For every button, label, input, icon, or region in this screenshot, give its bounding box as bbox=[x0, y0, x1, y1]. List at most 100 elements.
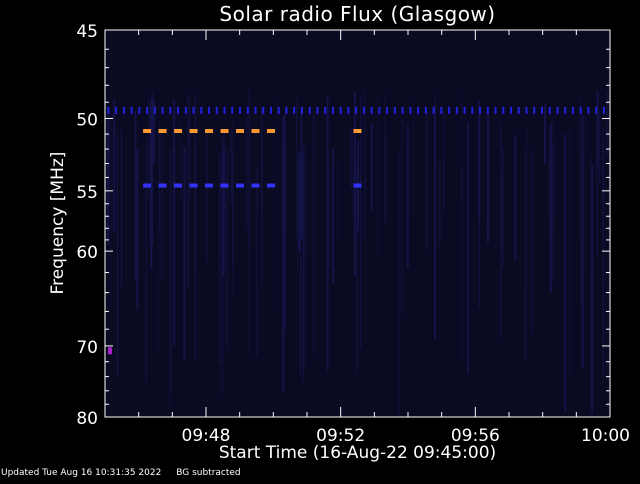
persistent-line-segment bbox=[440, 106, 443, 114]
footer: Updated Tue Aug 16 10:31:35 2022 BG subt… bbox=[1, 468, 253, 478]
x-axis-label: Start Time (16-Aug-22 09:45:00) bbox=[218, 443, 497, 463]
persistent-line-segment bbox=[308, 106, 311, 114]
bg-note: BG subtracted bbox=[176, 468, 241, 478]
persistent-line-segment bbox=[448, 106, 451, 114]
persistent-line-segment bbox=[502, 106, 505, 114]
persistent-line-segment bbox=[479, 106, 482, 114]
persistent-line-segment bbox=[339, 106, 342, 114]
persistent-line-segment bbox=[432, 106, 435, 114]
persistent-line-segment bbox=[215, 106, 218, 114]
burst-c-segment bbox=[220, 183, 229, 188]
x-tick-label: 10:00 bbox=[581, 426, 630, 446]
persistent-line-segment bbox=[401, 106, 404, 114]
persistent-line-segment bbox=[494, 106, 497, 114]
burst-c-segment bbox=[189, 183, 198, 188]
persistent-line-segment bbox=[471, 106, 474, 114]
persistent-line-segment bbox=[525, 106, 528, 114]
persistent-line-segment bbox=[277, 106, 280, 114]
persistent-line-segment bbox=[184, 106, 187, 114]
burst-a-segment bbox=[158, 128, 167, 133]
burst-c-segment bbox=[205, 183, 214, 188]
persistent-line-segment bbox=[300, 106, 303, 114]
x-tick-label: 09:56 bbox=[451, 426, 500, 446]
persistent-line-segment bbox=[455, 106, 458, 114]
persistent-line-segment bbox=[393, 106, 396, 114]
y-tick-label: 70 bbox=[76, 338, 98, 358]
burst-c-segment bbox=[236, 183, 245, 188]
burst-a-segment bbox=[266, 128, 275, 133]
x-axis: 09:48 09:52 09:56 10:00 bbox=[138, 30, 630, 446]
burst-a-segment bbox=[251, 128, 260, 133]
x-tick-label: 09:52 bbox=[316, 426, 365, 446]
y-axis: 45 50 55 60 70 80 bbox=[76, 22, 610, 429]
burst-c-segment bbox=[158, 183, 167, 188]
persistent-line-segment bbox=[355, 106, 358, 114]
persistent-line-segment bbox=[246, 106, 249, 114]
persistent-line-segment bbox=[486, 106, 489, 114]
persistent-line-segment bbox=[517, 106, 520, 114]
persistent-line-segment bbox=[316, 106, 319, 114]
persistent-line-segment bbox=[254, 106, 257, 114]
persistent-line-segment bbox=[223, 106, 226, 114]
burst-a-segment bbox=[205, 128, 214, 133]
persistent-line-segment bbox=[386, 106, 389, 114]
burst-a-segment bbox=[174, 128, 183, 133]
burst-d-segment bbox=[353, 183, 362, 188]
persistent-line-segment bbox=[231, 106, 234, 114]
persistent-line-segment bbox=[331, 106, 334, 114]
persistent-line-segment bbox=[169, 106, 172, 114]
noise-streaks bbox=[106, 90, 609, 415]
persistent-line-segment bbox=[540, 106, 543, 114]
persistent-line-segment bbox=[107, 106, 110, 114]
persistent-line-segment bbox=[347, 106, 350, 114]
updated-timestamp: Updated Tue Aug 16 10:31:35 2022 bbox=[1, 468, 162, 478]
persistent-line-segment bbox=[548, 106, 551, 114]
y-axis-label: Frequency [MHz] bbox=[48, 151, 68, 295]
persistent-line-segment bbox=[602, 106, 605, 114]
persistent-line-segment bbox=[177, 106, 180, 114]
persistent-line-segment bbox=[370, 106, 373, 114]
y-tick-label: 80 bbox=[76, 409, 98, 429]
persistent-line-segment bbox=[269, 106, 272, 114]
plot-frame bbox=[104, 29, 611, 418]
persistent-line-segment bbox=[510, 106, 513, 114]
persistent-line-segment bbox=[130, 106, 133, 114]
burst-features bbox=[107, 106, 605, 355]
burst-a-segment bbox=[143, 128, 152, 133]
persistent-line-segment bbox=[161, 106, 164, 114]
burst-b-segment bbox=[353, 128, 362, 133]
persistent-line-segment bbox=[285, 106, 288, 114]
burst-c-segment bbox=[251, 183, 260, 188]
persistent-line-segment bbox=[587, 106, 590, 114]
persistent-line-segment bbox=[138, 106, 141, 114]
persistent-line-segment bbox=[153, 106, 156, 114]
persistent-line-segment bbox=[533, 106, 536, 114]
y-tick-label: 50 bbox=[76, 110, 98, 130]
y-tick-label: 45 bbox=[76, 22, 98, 42]
persistent-line-segment bbox=[192, 106, 195, 114]
persistent-line-segment bbox=[262, 106, 265, 114]
x-tick-label: 09:48 bbox=[182, 426, 231, 446]
persistent-line-segment bbox=[409, 106, 412, 114]
burst-c-segment bbox=[143, 183, 152, 188]
persistent-line-segment bbox=[122, 106, 125, 114]
persistent-line-segment bbox=[208, 106, 211, 114]
persistent-line-segment bbox=[293, 106, 296, 114]
persistent-line-segment bbox=[200, 106, 203, 114]
persistent-line-segment bbox=[324, 106, 327, 114]
persistent-line-segment bbox=[146, 106, 149, 114]
persistent-line-segment bbox=[115, 106, 118, 114]
burst-c-segment bbox=[266, 183, 275, 188]
persistent-line-segment bbox=[424, 106, 427, 114]
persistent-line-segment bbox=[362, 106, 365, 114]
burst-a-segment bbox=[189, 128, 198, 133]
persistent-line-segment bbox=[579, 106, 582, 114]
y-tick-label: 60 bbox=[76, 243, 98, 263]
persistent-line-segment bbox=[571, 106, 574, 114]
chart-title: Solar radio Flux (Glasgow) bbox=[219, 2, 496, 26]
persistent-line-segment bbox=[556, 106, 559, 114]
persistent-line-segment bbox=[595, 106, 598, 114]
persistent-line-segment bbox=[378, 106, 381, 114]
persistent-line-segment bbox=[564, 106, 567, 114]
